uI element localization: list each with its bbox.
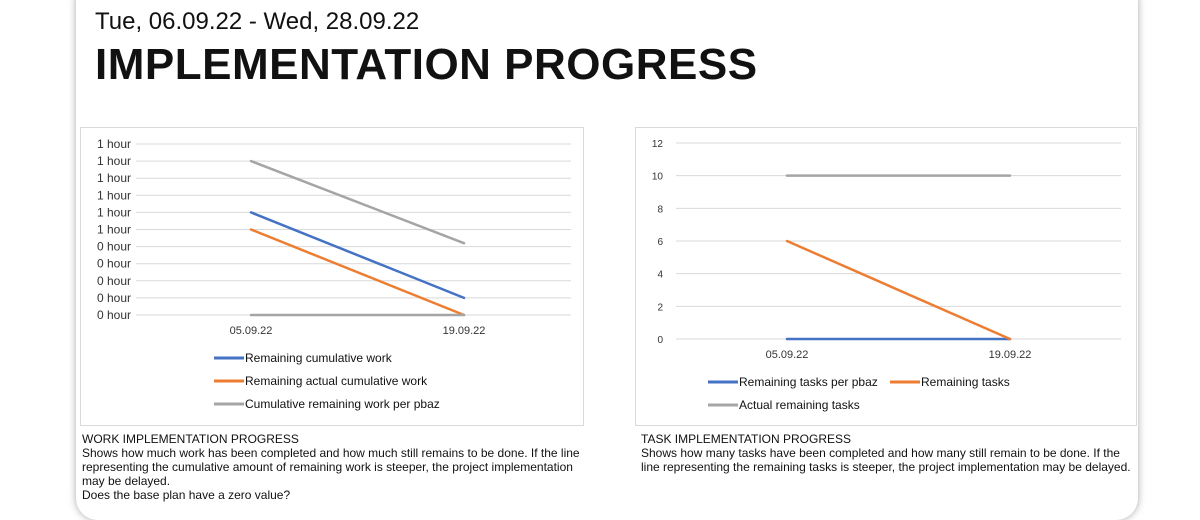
work-description: WORK IMPLEMENTATION PROGRESS Shows how m… <box>82 432 582 502</box>
tasks-chart-legend: Remaining tasks per pbaz Remaining tasks A… <box>708 375 1010 412</box>
tasks-chart-legend-label-2: Remaining tasks <box>921 375 1010 389</box>
work-chart-y-tick-label: 1 hour <box>97 137 131 151</box>
tasks-chart-y-tick-label: 2 <box>657 302 663 313</box>
tasks-description: TASK IMPLEMENTATION PROGRESS Shows how m… <box>641 432 1131 474</box>
work-chart-series-line-1 <box>249 211 466 300</box>
work-chart-y-tick-label: 0 hour <box>97 291 131 305</box>
tasks-chart-x-ticks: 05.09.22 19.09.22 <box>766 349 1032 361</box>
work-chart-series-line-2 <box>249 228 466 317</box>
tasks-chart-y-tick-label: 4 <box>657 270 663 281</box>
tasks-chart-y-ticks: 0 2 4 6 8 10 12 <box>652 139 664 346</box>
tasks-chart-y-tick-label: 8 <box>657 204 663 215</box>
tasks-chart-series-line-2 <box>785 239 1012 341</box>
tasks-chart-frame: 0 2 4 6 8 10 12 05.09.22 19.09.22 Remaining tas… <box>635 127 1137 426</box>
work-chart-series-line-4 <box>249 159 466 245</box>
work-chart-legend-label-1: Remaining cumulative work <box>245 351 393 365</box>
tasks-chart-legend-label-3: Actual remaining tasks <box>739 398 860 412</box>
work-chart-legend-label-2: Remaining actual cumulative work <box>245 374 428 388</box>
work-chart-x-ticks: 05.09.22 19.09.22 <box>230 325 486 337</box>
work-chart-grid <box>136 143 571 316</box>
work-chart-y-tick-label: 1 hour <box>97 205 131 219</box>
tasks-chart-legend-label-1: Remaining tasks per pbaz <box>739 375 878 389</box>
work-chart-y-tick-label: 1 hour <box>97 171 131 185</box>
tasks-progress-chart: 0 2 4 6 8 10 12 05.09.22 19.09.22 Remaining tas… <box>652 139 1121 412</box>
tasks-chart-y-tick-label: 10 <box>652 172 664 183</box>
tasks-chart-x-tick-label: 19.09.22 <box>989 349 1032 361</box>
work-chart-y-tick-label: 0 hour <box>97 257 131 271</box>
tasks-chart-lines <box>785 174 1012 341</box>
work-chart-legend-label-3: Cumulative remaining work per pbaz <box>245 397 440 411</box>
tasks-chart-y-tick-label: 6 <box>657 237 663 248</box>
tasks-chart-x-tick-label: 05.09.22 <box>766 349 809 361</box>
tasks-description-heading: TASK IMPLEMENTATION PROGRESS <box>641 432 852 446</box>
tasks-chart-grid <box>676 142 1121 340</box>
work-chart-y-tick-label: 1 hour <box>97 154 131 168</box>
tasks-chart-y-tick-label: 0 <box>657 335 663 346</box>
work-chart-y-tick-label: 0 hour <box>97 308 131 322</box>
work-chart-y-tick-label: 0 hour <box>97 274 131 288</box>
work-chart-y-tick-label: 1 hour <box>97 188 131 202</box>
work-chart-legend: Remaining cumulative work Remaining actua… <box>214 351 440 411</box>
work-progress-chart: 1 hour 1 hour 1 hour 1 hour 1 hour 1 hour 0 ho… <box>97 137 571 411</box>
work-description-text: Shows how much work has been completed a… <box>82 446 580 488</box>
work-chart-y-ticks: 1 hour 1 hour 1 hour 1 hour 1 hour 1 hour 0 ho… <box>97 137 131 322</box>
work-chart-frame: 1 hour 1 hour 1 hour 1 hour 1 hour 1 hour 0 ho… <box>80 127 584 426</box>
date-range: Tue, 06.09.22 - Wed, 28.09.22 <box>95 8 420 35</box>
work-chart-x-tick-label: 19.09.22 <box>443 325 486 337</box>
tasks-chart-y-tick-label: 12 <box>652 139 664 150</box>
work-description-question: Does the base plan have a zero value? <box>82 488 291 502</box>
work-chart-y-tick-label: 0 hour <box>97 240 131 254</box>
page-title: IMPLEMENTATION PROGRESS <box>95 40 758 89</box>
work-chart-y-tick-label: 1 hour <box>97 223 131 237</box>
work-chart-lines <box>249 159 466 317</box>
work-chart-x-tick-label: 05.09.22 <box>230 325 273 337</box>
work-description-heading: WORK IMPLEMENTATION PROGRESS <box>82 432 299 446</box>
tasks-description-text: Shows how many tasks have been completed… <box>641 446 1131 474</box>
